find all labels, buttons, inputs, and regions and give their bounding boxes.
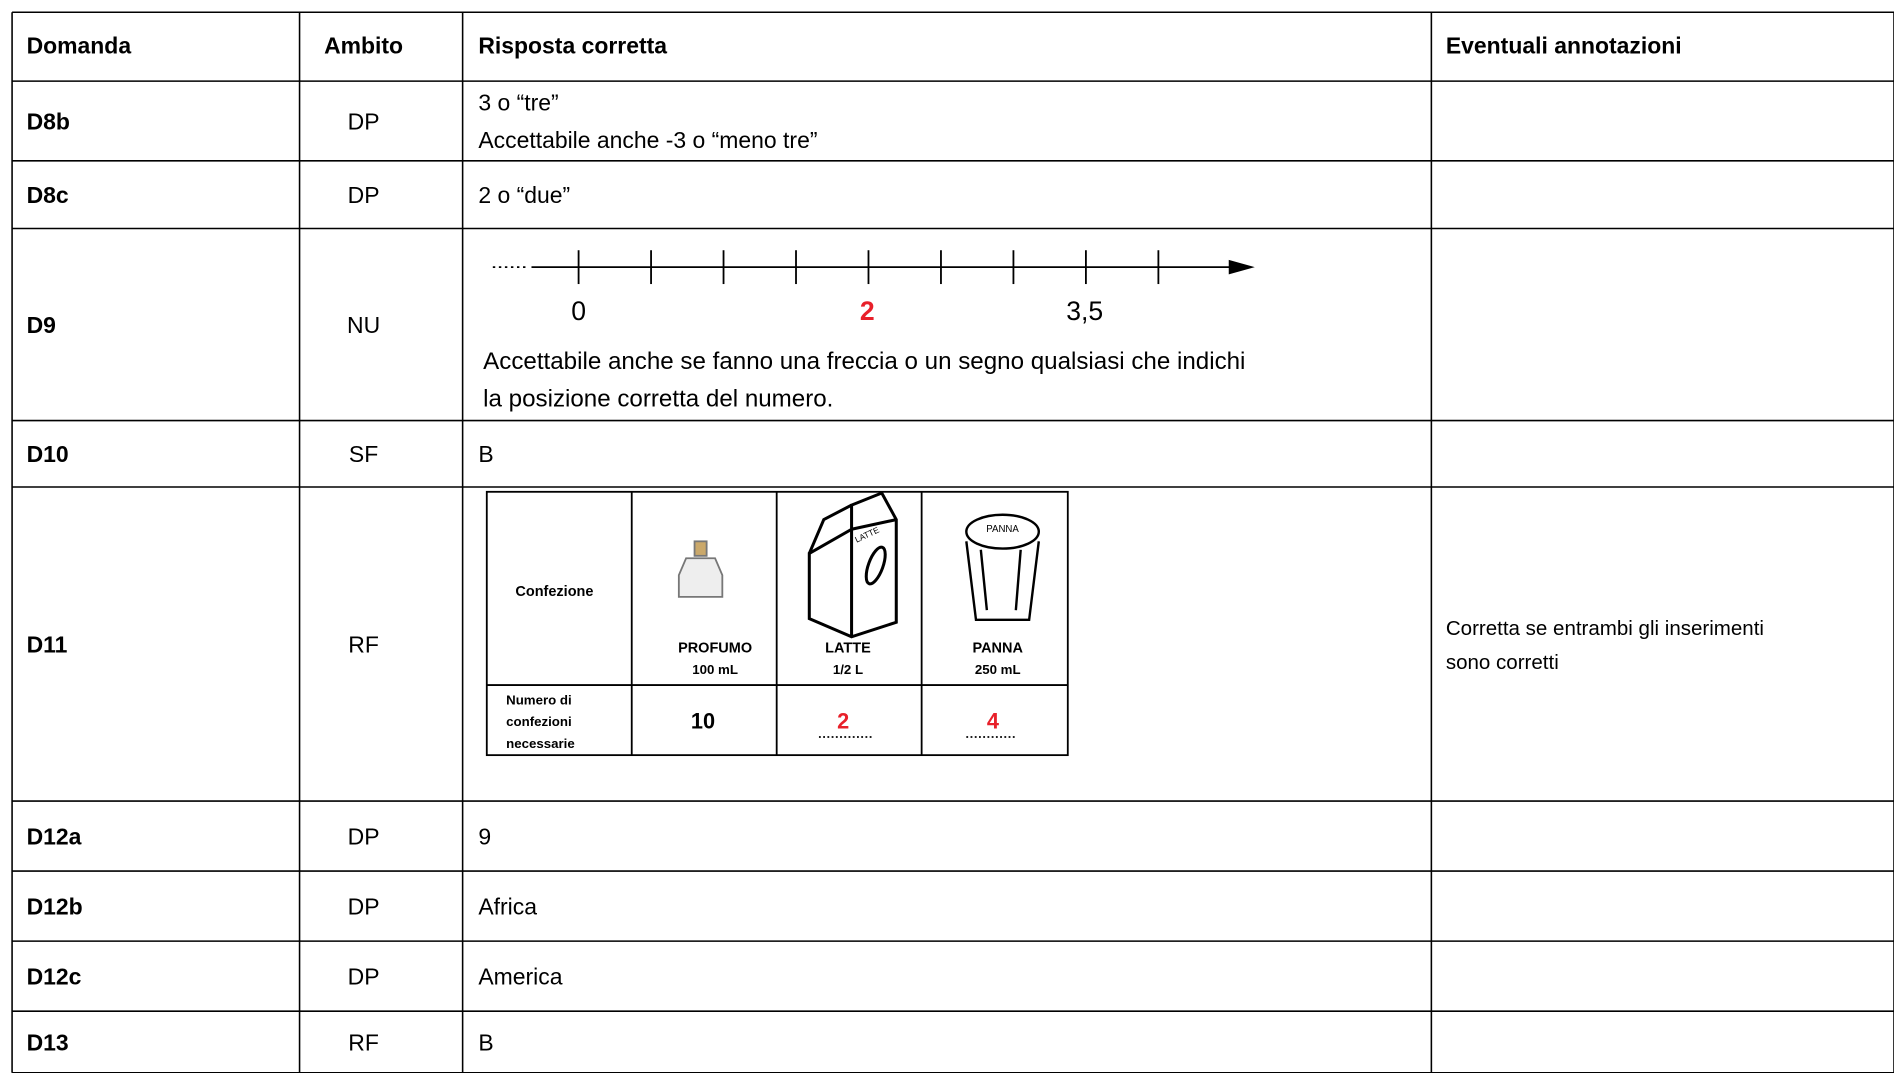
question-id: D10: [27, 441, 69, 467]
question-id: D12c: [27, 964, 82, 990]
header-cell: Eventuali annotazioni: [1446, 32, 1682, 58]
answer-line: B: [478, 441, 493, 467]
arrow: [1228, 259, 1255, 275]
answer-line: 2 o “due”: [478, 182, 570, 208]
item-count: 2: [837, 708, 849, 733]
cream-icon: [965, 513, 1041, 622]
question-id: D11: [27, 631, 68, 657]
count-label: necessarie: [506, 736, 575, 751]
area: RF: [348, 631, 379, 657]
area: DP: [348, 964, 380, 990]
question-id: D12b: [27, 894, 83, 920]
question-id: D13: [27, 1029, 69, 1055]
item-count: 4: [987, 708, 999, 733]
icons: [485, 259, 1255, 757]
perfume-icon: [677, 540, 724, 598]
area: DP: [348, 824, 380, 850]
question-id: D8c: [27, 182, 69, 208]
item-size: 250 mL: [975, 662, 1021, 677]
item-name: PROFUMO: [678, 641, 752, 657]
annotation-line: Corretta se entrambi gli inserimenti: [1446, 617, 1764, 640]
answer-line: Accettabile anche -3 o “meno tre”: [478, 127, 817, 153]
annotation-line: sono corretti: [1446, 651, 1559, 674]
answer-line: Africa: [478, 894, 537, 920]
answer-line: America: [478, 964, 562, 990]
header-cell: Ambito: [324, 32, 403, 58]
area: SF: [349, 441, 378, 467]
item-name: PANNA: [973, 641, 1024, 657]
inner-label: Confezione: [515, 584, 593, 600]
item-size: 1/2 L: [833, 662, 863, 677]
count-label: confezioni: [506, 714, 572, 729]
question-id: D12a: [27, 824, 82, 850]
answer-line: B: [478, 1029, 493, 1055]
answer-line: Accettabile anche se fanno una freccia o…: [483, 348, 1245, 375]
question-id: D8b: [27, 108, 70, 134]
area: RF: [348, 1029, 379, 1055]
answer-line: la posizione corretta del numero.: [483, 385, 833, 412]
item-name: LATTE: [825, 641, 871, 657]
area: DP: [348, 108, 380, 134]
area: DP: [348, 182, 380, 208]
header-cell: Risposta corretta: [478, 32, 667, 58]
area: NU: [347, 312, 380, 338]
answer-line: 9: [478, 824, 491, 850]
number-label: 0: [571, 296, 586, 326]
cup-label: PANNA: [986, 524, 1019, 535]
header-cell: Domanda: [27, 32, 132, 58]
question-id: D9: [27, 312, 56, 338]
area: DP: [348, 894, 380, 920]
number-label: 2: [860, 296, 875, 326]
item-count: 10: [691, 708, 715, 733]
answer-line: 3 o “tre”: [478, 90, 558, 116]
item-size: 100 mL: [692, 662, 738, 677]
number-label: 3,5: [1066, 296, 1103, 326]
count-label: Numero di: [506, 692, 572, 707]
milk-icon: [807, 491, 898, 639]
